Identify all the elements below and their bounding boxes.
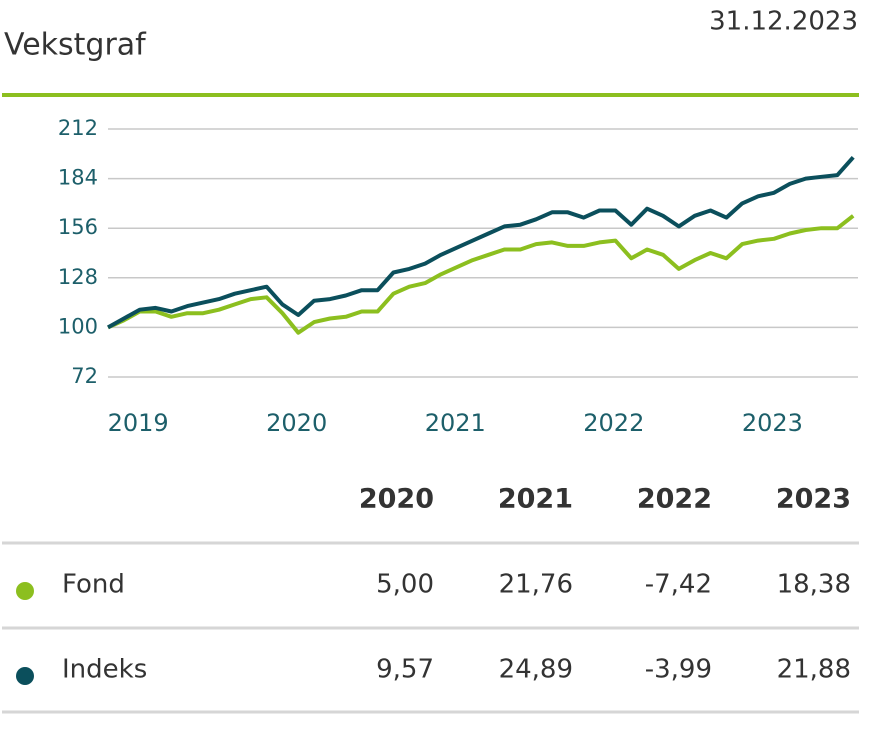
table-cell: 5,00 <box>376 570 434 600</box>
y-tick-label: 212 <box>58 116 98 140</box>
table-header: 2020 <box>359 484 434 515</box>
y-tick-label: 184 <box>58 166 98 190</box>
table-cell: 24,89 <box>499 655 573 685</box>
table-header: 2022 <box>637 484 712 515</box>
table-cell: 21,88 <box>777 655 851 685</box>
x-tick-label: 2023 <box>742 409 803 437</box>
title: Vekstgraf <box>4 28 147 63</box>
table-cell: 9,57 <box>376 655 434 685</box>
table-cell: 18,38 <box>777 570 851 600</box>
y-tick-label: 72 <box>71 364 98 388</box>
table-header: 2023 <box>776 484 851 515</box>
x-tick-label: 2020 <box>266 409 327 437</box>
row-name: Fond <box>62 570 125 600</box>
table-header: 2021 <box>498 484 573 515</box>
line <box>107 214 855 335</box>
header-rule <box>2 93 859 97</box>
legend-dot <box>16 667 34 685</box>
x-tick-label: 2022 <box>583 409 644 437</box>
table-cell: 21,76 <box>499 570 573 600</box>
table-cell: -3,99 <box>645 655 712 685</box>
legend-dot <box>16 582 34 600</box>
x-tick-label: 2021 <box>425 409 486 437</box>
y-tick-label: 156 <box>58 215 98 239</box>
row-name: Indeks <box>62 655 147 685</box>
table-cell: -7,42 <box>645 570 712 600</box>
y-tick-label: 100 <box>58 314 98 338</box>
y-tick-label: 128 <box>58 265 98 289</box>
date: 31.12.2023 <box>709 7 858 37</box>
line <box>107 155 855 330</box>
x-tick-label: 2019 <box>108 409 169 437</box>
